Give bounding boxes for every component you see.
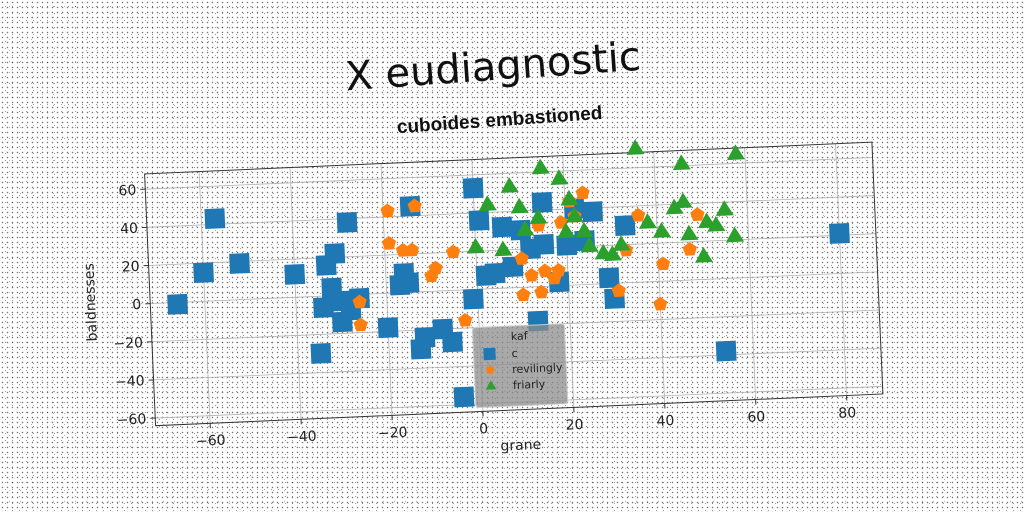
friarly-point xyxy=(500,177,519,193)
x-tick-label: 40 xyxy=(656,413,675,430)
friarly-point xyxy=(672,154,691,170)
revilingly-point xyxy=(524,268,539,282)
c-point xyxy=(284,264,305,285)
x-tick-label: 0 xyxy=(479,421,489,437)
revilingly-point xyxy=(380,203,395,217)
y-tick-label: 40 xyxy=(120,221,139,238)
revilingly-point xyxy=(458,313,473,327)
friarly-point xyxy=(626,139,645,155)
friarly-point xyxy=(726,144,745,160)
x-tick-label: 80 xyxy=(838,405,857,422)
c-point xyxy=(313,297,334,318)
c-point xyxy=(411,339,432,360)
chart-subtitle: cuboides embastioned xyxy=(396,103,603,138)
c-point xyxy=(463,289,484,310)
series-friarly xyxy=(462,134,749,272)
revilingly-point xyxy=(682,242,697,256)
c-point xyxy=(229,253,250,274)
c-point xyxy=(533,234,554,255)
y-tick-label: 0 xyxy=(132,297,142,313)
y-axis-label: baldnesses xyxy=(81,263,100,342)
friarly-point xyxy=(510,197,529,213)
friarly-point xyxy=(560,189,579,205)
x-tick-label: −20 xyxy=(378,425,408,442)
x-grid-line xyxy=(836,144,847,396)
x-tick-label: −40 xyxy=(287,429,317,446)
c-point xyxy=(492,217,513,238)
friarly-point xyxy=(575,221,594,237)
revilingly-point xyxy=(656,256,671,270)
revilingly-point xyxy=(516,287,531,301)
c-point xyxy=(829,223,850,244)
c-point xyxy=(582,201,603,222)
c-point xyxy=(394,263,415,284)
revilingly-point xyxy=(575,185,590,199)
x-grid-line xyxy=(745,148,756,400)
c-point xyxy=(442,332,463,353)
friarly-point xyxy=(725,226,744,242)
friarly-point xyxy=(652,222,671,238)
x-tick-label: 60 xyxy=(747,409,766,426)
revilingly-point xyxy=(690,207,705,221)
c-point xyxy=(204,208,225,229)
c-point xyxy=(615,215,636,236)
c-point xyxy=(311,343,332,364)
x-grid-line xyxy=(654,152,665,404)
chart-title: X eudiagnostic xyxy=(344,34,642,101)
friarly-point xyxy=(531,158,550,174)
friarly-point xyxy=(694,247,713,263)
c-point xyxy=(324,243,345,264)
revilingly-point xyxy=(446,244,461,258)
x-tick-label: 20 xyxy=(565,417,584,434)
c-point xyxy=(167,294,188,315)
legend-label-c: c xyxy=(511,347,518,360)
c-point xyxy=(193,262,214,283)
c-point xyxy=(332,312,353,333)
friarly-point xyxy=(674,192,693,208)
friarly-point xyxy=(494,240,513,256)
c-point xyxy=(469,210,490,231)
revilingly-point xyxy=(382,236,397,250)
c-point xyxy=(463,178,484,199)
c-point xyxy=(337,212,358,233)
c-point xyxy=(532,192,553,213)
legend-title: kaf xyxy=(511,329,529,343)
y-tick-label: −60 xyxy=(116,411,146,428)
plot-area-group: −60 −40 −20 0 20 40 60 80 −60 −40 −20 0 20 40 60 grane… xyxy=(77,129,885,473)
friarly-point xyxy=(680,224,699,240)
x-grid-line xyxy=(290,168,301,420)
x-tick-label: −60 xyxy=(196,433,226,450)
friarly-point xyxy=(612,235,631,251)
y-tick-label: 60 xyxy=(118,183,137,200)
y-tick-label: 20 xyxy=(121,259,140,276)
y-tick-label: −40 xyxy=(115,373,145,390)
c-point xyxy=(454,386,475,407)
c-point xyxy=(378,317,399,338)
x-axis-label: grane xyxy=(500,437,541,455)
c-point xyxy=(485,263,506,284)
legend-label-revilingly: revilingly xyxy=(512,361,563,376)
revilingly-point xyxy=(653,296,668,310)
friarly-point xyxy=(466,237,485,253)
legend-marker-c xyxy=(483,348,496,361)
y-tick-label: −20 xyxy=(113,335,143,352)
c-point xyxy=(716,341,737,362)
legend-label-friarly: friarly xyxy=(513,378,546,392)
